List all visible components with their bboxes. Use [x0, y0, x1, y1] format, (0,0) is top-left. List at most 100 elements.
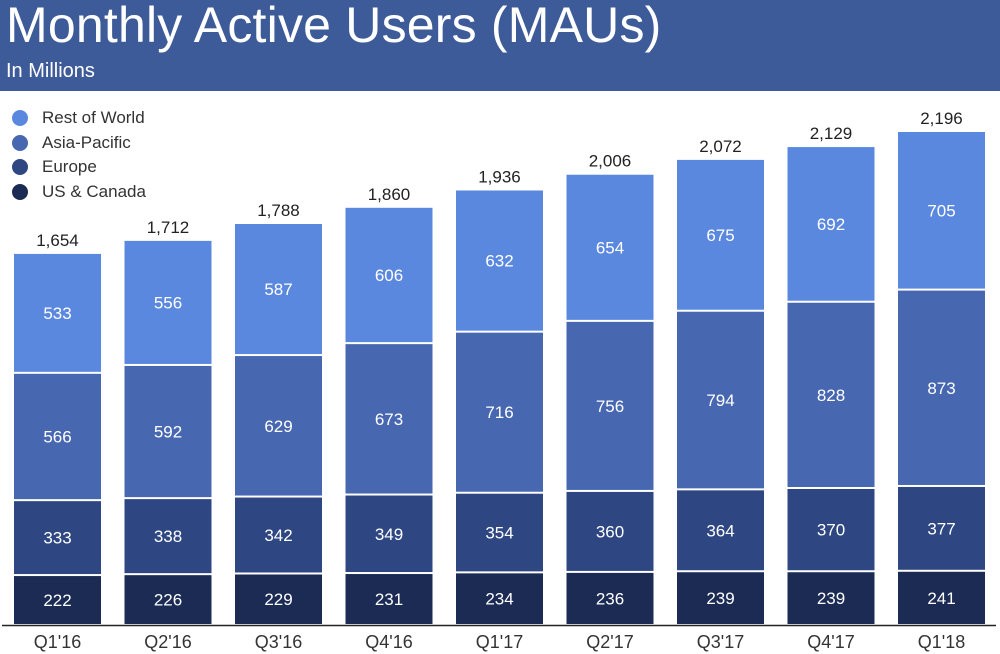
- legend-swatch-icon: [12, 159, 28, 176]
- bar-segment-asia-pacific: [456, 332, 543, 492]
- legend-item-asia-pacific: Asia-Pacific: [12, 131, 146, 156]
- data-label-europe: 333: [43, 529, 71, 548]
- total-label: 2,129: [810, 124, 853, 143]
- bar-segment-rest-of-world: [566, 174, 654, 320]
- data-label-europe: 342: [264, 526, 292, 545]
- total-label: 1,712: [147, 218, 190, 237]
- bar-segment-us-canada: [677, 572, 764, 624]
- legend-swatch-icon: [12, 110, 28, 127]
- legend-label: Asia-Pacific: [42, 132, 131, 152]
- data-label-us-canada: 231: [375, 590, 403, 609]
- bar-segment-us-canada: [14, 576, 101, 624]
- bar-segment-rest-of-world: [677, 159, 764, 310]
- bar-segment-asia-pacific: [345, 344, 433, 494]
- data-label-us-canada: 222: [43, 591, 71, 610]
- bar-segment-europe: [456, 493, 543, 572]
- bar-segment-us-canada: [235, 574, 322, 624]
- bar-segment-us-canada: [566, 572, 654, 624]
- data-label-europe: 364: [706, 521, 734, 540]
- data-label-europe: 377: [927, 519, 955, 538]
- data-label-rest-of-world: 587: [264, 280, 292, 299]
- total-label: 1,860: [368, 185, 411, 204]
- data-label-europe: 360: [596, 522, 624, 541]
- legend-label: Europe: [42, 157, 97, 177]
- data-label-rest-of-world: 675: [706, 226, 734, 245]
- x-tick-label: Q1'16: [34, 632, 81, 652]
- data-label-asia-pacific: 673: [375, 410, 403, 429]
- bar-segment-europe: [566, 491, 654, 571]
- legend-label: Rest of World: [42, 108, 145, 128]
- data-label-rest-of-world: 654: [596, 238, 624, 257]
- bar-segment-europe: [14, 501, 101, 575]
- data-label-us-canada: 239: [706, 589, 734, 608]
- chart-subtitle: In Millions: [6, 60, 95, 82]
- data-label-us-canada: 239: [817, 589, 845, 608]
- header-banner: Monthly Active Users (MAUs) In Millions: [0, 0, 1000, 91]
- data-label-asia-pacific: 592: [154, 423, 182, 442]
- bar-segment-us-canada: [345, 574, 433, 624]
- legend-swatch-icon: [12, 183, 28, 200]
- data-label-asia-pacific: 873: [927, 379, 955, 398]
- data-label-us-canada: 229: [264, 590, 292, 609]
- bar-segment-rest-of-world: [345, 207, 433, 343]
- total-label: 2,196: [920, 109, 963, 128]
- bar-segment-asia-pacific: [14, 373, 101, 500]
- legend-swatch-icon: [12, 134, 28, 151]
- data-label-asia-pacific: 794: [706, 391, 734, 410]
- x-tick-label: Q2'17: [586, 632, 633, 652]
- data-label-us-canada: 236: [596, 589, 624, 608]
- data-label-europe: 349: [375, 525, 403, 544]
- bar-segment-rest-of-world: [14, 253, 101, 372]
- x-tick-label: Q3'17: [697, 632, 744, 652]
- data-label-rest-of-world: 692: [817, 215, 845, 234]
- bar-segment-asia-pacific: [787, 302, 875, 488]
- data-label-rest-of-world: 606: [375, 266, 403, 285]
- chart-title: Monthly Active Users (MAUs): [6, 0, 662, 53]
- legend-item-europe: Europe: [12, 155, 146, 180]
- data-label-asia-pacific: 716: [485, 403, 513, 422]
- bar-segment-asia-pacific: [566, 321, 654, 490]
- data-label-asia-pacific: 629: [264, 417, 292, 436]
- data-label-asia-pacific: 756: [596, 397, 624, 416]
- bar-segment-us-canada: [124, 575, 212, 624]
- bar-segment-rest-of-world: [787, 147, 875, 301]
- bar-segment-asia-pacific: [124, 365, 212, 498]
- bar-segment-rest-of-world: [235, 224, 322, 355]
- total-label: 2,072: [699, 137, 742, 156]
- bar-segment-asia-pacific: [898, 290, 985, 485]
- data-label-us-canada: 226: [154, 591, 182, 610]
- legend-label: US & Canada: [42, 181, 146, 201]
- x-tick-label: Q2'16: [144, 632, 191, 652]
- x-tick-label: Q1'17: [476, 632, 523, 652]
- bar-segment-rest-of-world: [456, 190, 543, 331]
- bar-segment-asia-pacific: [677, 311, 764, 489]
- bar-segment-us-canada: [456, 573, 543, 624]
- data-label-rest-of-world: 705: [927, 201, 955, 220]
- bar-segment-us-canada: [898, 571, 985, 624]
- total-label: 1,788: [257, 201, 300, 220]
- data-label-europe: 338: [154, 527, 182, 546]
- data-label-europe: 354: [485, 524, 513, 543]
- total-label: 1,936: [478, 167, 521, 186]
- bar-segment-rest-of-world: [124, 240, 212, 364]
- total-label: 2,006: [589, 152, 632, 171]
- bar-segment-asia-pacific: [235, 356, 322, 496]
- data-label-us-canada: 234: [485, 590, 513, 609]
- x-tick-label: Q1'18: [918, 632, 965, 652]
- bar-segment-rest-of-world: [898, 132, 985, 289]
- legend-item-us-canada: US & Canada: [12, 180, 146, 205]
- bar-segment-europe: [124, 499, 212, 574]
- data-label-us-canada: 241: [927, 589, 955, 608]
- bar-segment-europe: [898, 486, 985, 570]
- data-label-europe: 370: [817, 521, 845, 540]
- data-label-rest-of-world: 632: [485, 252, 513, 271]
- bar-segment-europe: [787, 489, 875, 571]
- bar-segment-europe: [677, 490, 764, 571]
- data-label-asia-pacific: 566: [43, 427, 71, 446]
- data-label-asia-pacific: 828: [817, 386, 845, 405]
- x-tick-label: Q4'17: [807, 632, 854, 652]
- bar-segment-us-canada: [787, 572, 875, 624]
- data-label-rest-of-world: 533: [43, 304, 71, 323]
- data-label-rest-of-world: 556: [154, 293, 182, 312]
